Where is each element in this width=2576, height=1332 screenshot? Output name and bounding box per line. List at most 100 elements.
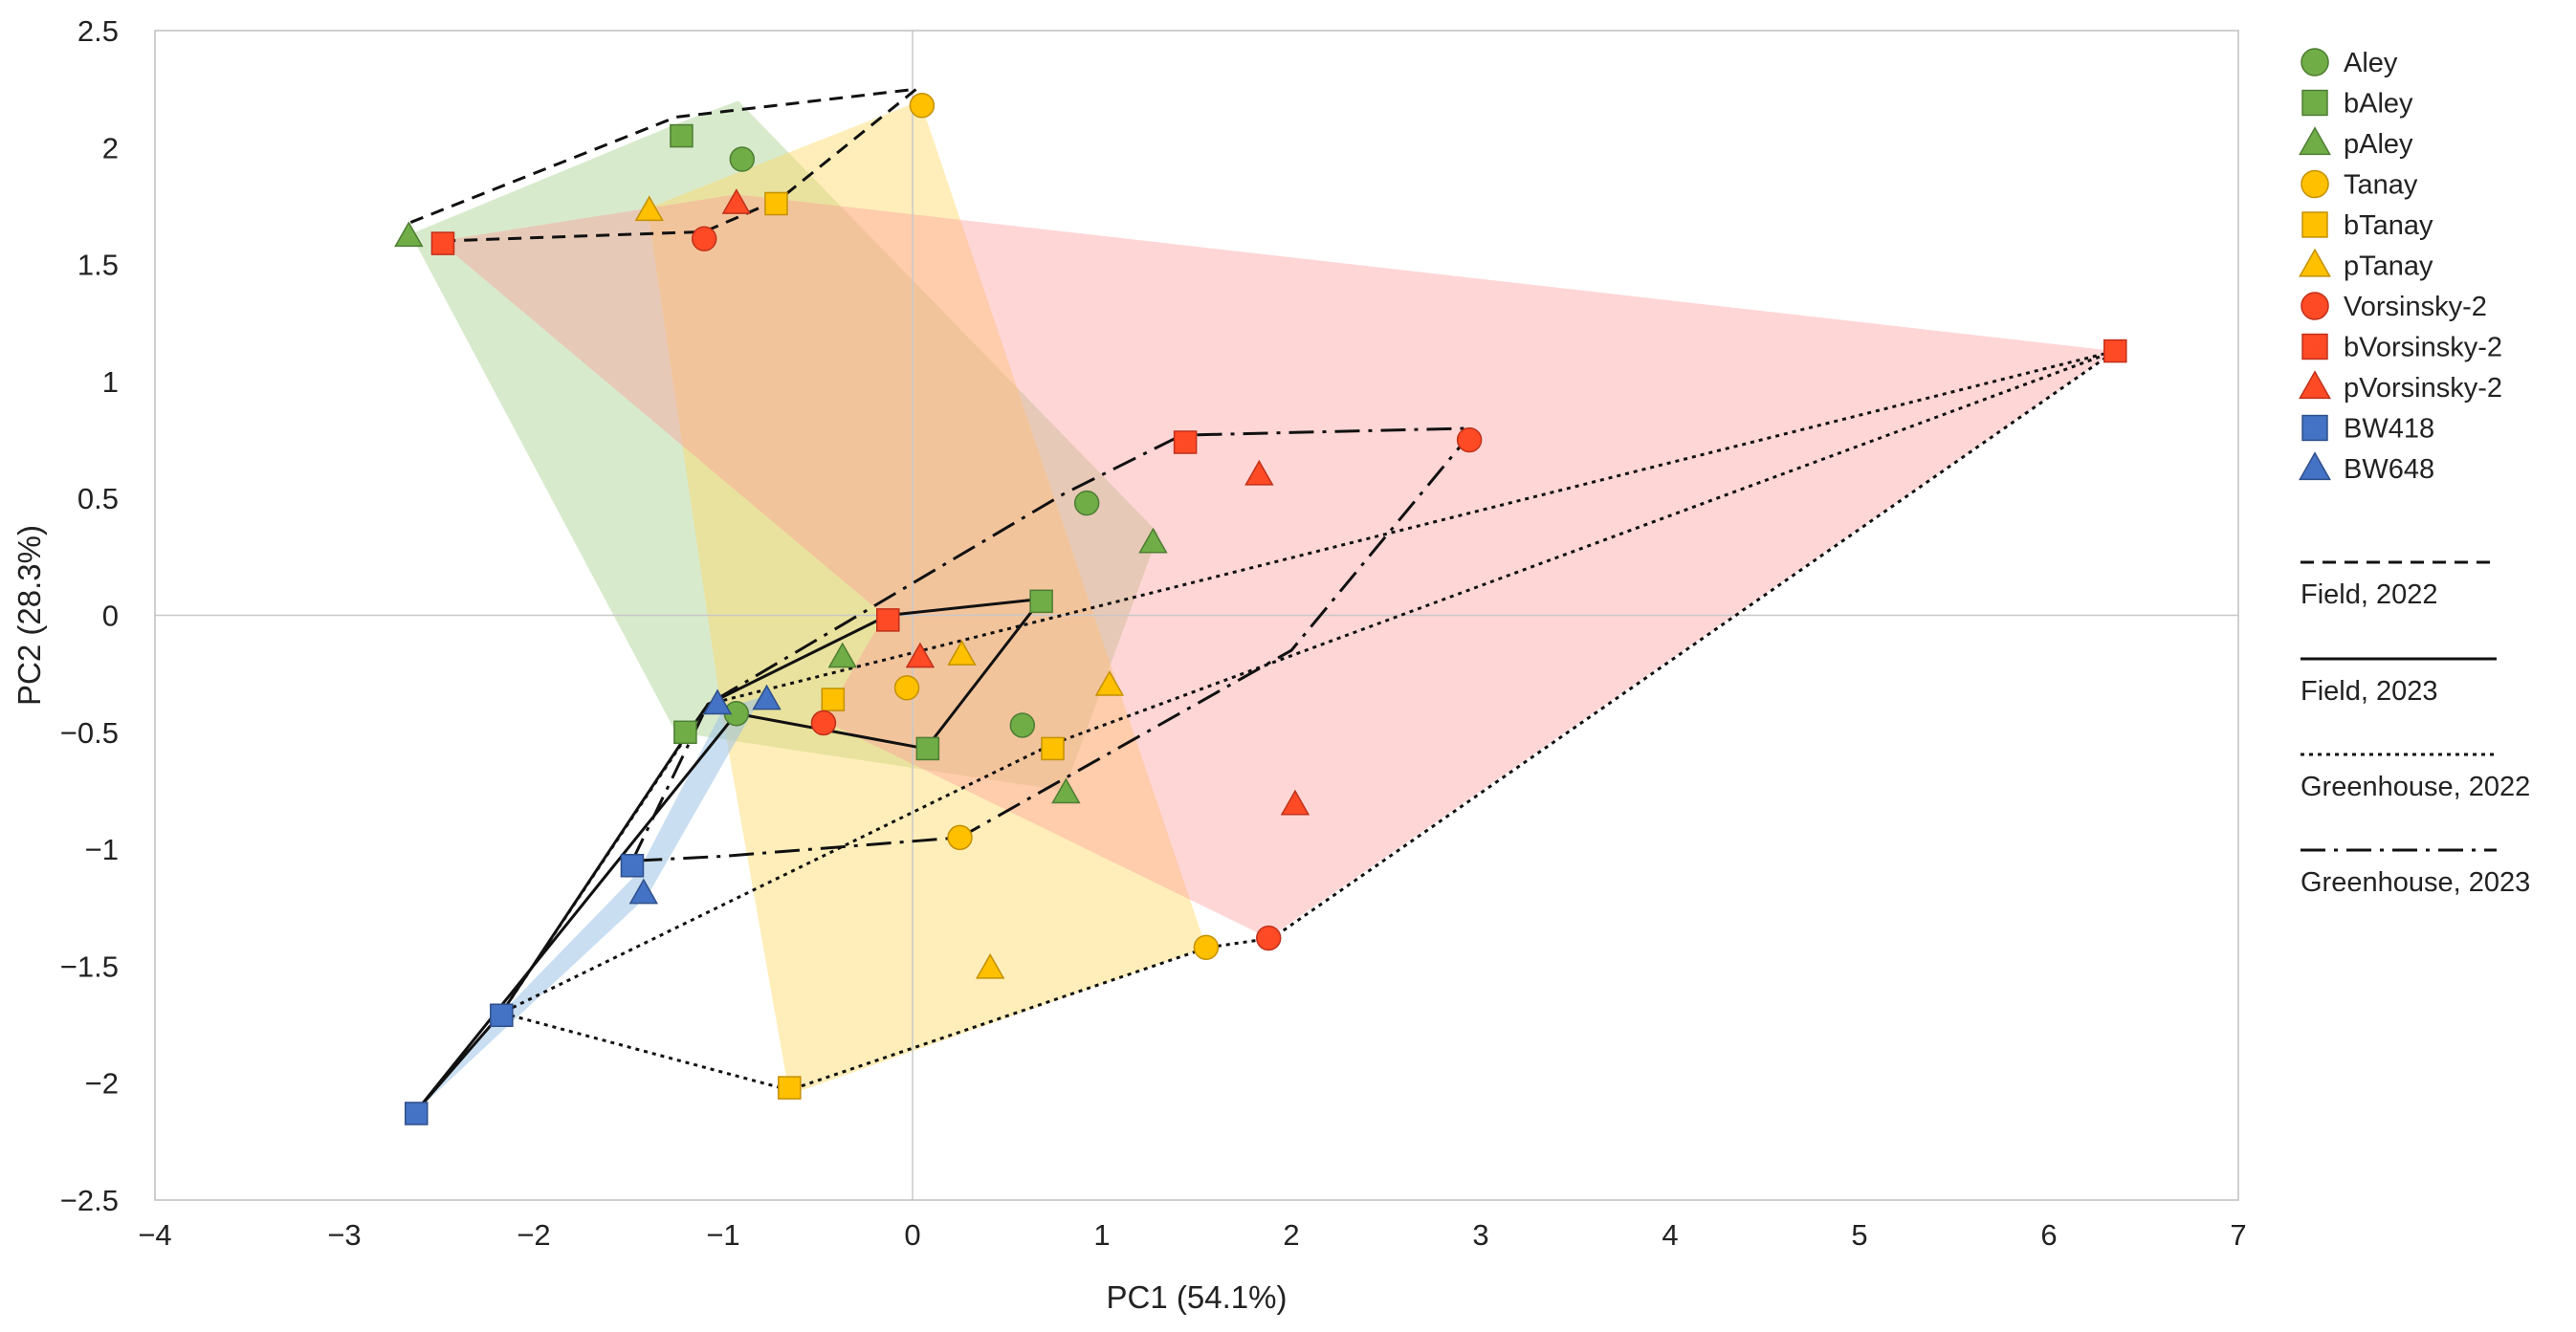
- point-paley-1: [394, 221, 424, 248]
- legend-label-pvorsinsky-2: pVorsinsky-2: [2344, 373, 2502, 404]
- point-btanay-4: [778, 1076, 802, 1100]
- point-tanay-4: [1193, 934, 1220, 961]
- point-tanay-2: [893, 675, 920, 701]
- point-vorsinsky-2-3: [810, 710, 837, 736]
- point-ptanay-2: [947, 640, 977, 666]
- point-paley-3: [827, 642, 857, 668]
- y-tick-label: 2.5: [77, 14, 119, 48]
- y-tick-label: 0.5: [77, 482, 119, 515]
- point-btanay-2: [821, 688, 846, 711]
- line-greenhouse-2022: [499, 349, 2117, 1092]
- legend-line-label-field-2023: Field, 2023: [2301, 676, 2438, 707]
- point-aley-4: [1009, 712, 1036, 738]
- point-bw418-1: [620, 853, 645, 878]
- x-tick-label: 4: [1662, 1218, 1678, 1252]
- point-bvorsinsky-2-4: [875, 608, 900, 632]
- x-tick-label: 6: [2040, 1218, 2057, 1252]
- legend-marker-bw418: [2301, 414, 2328, 442]
- point-baley-1: [670, 123, 694, 148]
- x-tick-label: 1: [1093, 1218, 1110, 1252]
- point-ptanay-4: [975, 952, 1005, 979]
- y-tick-label: −1.5: [60, 950, 119, 983]
- legend-label-paley: pAley: [2344, 129, 2413, 160]
- y-tick-label: 0: [102, 600, 119, 633]
- legend-marker-vorsinsky-2: [2301, 292, 2329, 320]
- point-pvorsinsky-2-1: [721, 188, 752, 214]
- x-tick-label: −3: [327, 1218, 361, 1252]
- legend-line-label-field-2022: Field, 2022: [2301, 579, 2438, 610]
- x-axis-title: PC1 (54.1%): [1107, 1279, 1288, 1315]
- point-bw648-3: [752, 684, 782, 710]
- x-tick-label: 2: [1283, 1218, 1299, 1252]
- point-bw648-2: [702, 688, 733, 715]
- legend-label-bw648: BW648: [2344, 454, 2434, 485]
- legend-label-ptanay: pTanay: [2344, 251, 2433, 282]
- legend-marker-aley: [2301, 48, 2329, 76]
- point-aley-1: [729, 146, 756, 172]
- legend-line-label-greenhouse-2022: Greenhouse, 2022: [2301, 772, 2530, 802]
- y-tick-labels: −2.5 −2 −1.5 −1 −0.5 0 0.5 1 1.5 2 2.5: [60, 14, 119, 1217]
- point-ptanay-1: [634, 195, 664, 222]
- point-bw648-1: [628, 878, 659, 905]
- point-baley-4: [915, 736, 940, 761]
- x-tick-label: 0: [904, 1218, 920, 1252]
- legend: Aley bAley pAley Tanay bTanay pTanay Vorsinsky…: [2299, 48, 2530, 898]
- point-pvorsinsky-2-2: [1244, 459, 1274, 486]
- point-pvorsinsky-2-3: [905, 642, 936, 668]
- y-tick-label: −1: [85, 833, 119, 866]
- y-tick-label: −0.5: [60, 716, 119, 750]
- point-bvorsinsky-2-2: [2103, 338, 2127, 363]
- y-tick-label: 2: [102, 131, 119, 164]
- x-tick-label: −1: [706, 1218, 739, 1252]
- y-axis-title: PC2 (28.3%): [11, 525, 47, 706]
- point-tanay-1: [909, 93, 936, 119]
- legend-marker-paley: [2299, 126, 2331, 156]
- legend-marker-pvorsinsky-2: [2299, 370, 2331, 400]
- y-tick-label: −2: [85, 1067, 119, 1101]
- point-pvorsinsky-2-4: [1280, 789, 1310, 816]
- x-tick-label: 7: [2230, 1218, 2246, 1252]
- blue-hull: [416, 697, 761, 1112]
- legend-label-vorsinsky-2: Vorsinsky-2: [2344, 292, 2487, 322]
- point-bw418-2: [490, 1003, 514, 1028]
- x-tick-label: 3: [1472, 1218, 1488, 1252]
- x-tick-label: −2: [517, 1218, 550, 1252]
- point-vorsinsky-2-1: [691, 226, 717, 251]
- legend-label-baley: bAley: [2344, 89, 2413, 120]
- point-btanay-1: [764, 191, 788, 216]
- point-btanay-3: [1041, 736, 1065, 761]
- legend-label-btanay: bTanay: [2344, 210, 2433, 241]
- legend-marker-bvorsinsky-2: [2301, 333, 2328, 360]
- point-ptanay-3: [1094, 669, 1125, 696]
- red-hull: [439, 194, 2116, 939]
- legend-label-bw418: BW418: [2344, 414, 2434, 445]
- data-points: [394, 93, 2127, 1125]
- point-paley-2: [1138, 527, 1168, 554]
- point-baley-3: [673, 720, 697, 745]
- point-paley-4: [1051, 777, 1081, 804]
- legend-marker-baley: [2301, 89, 2328, 117]
- legend-marker-bw648: [2299, 451, 2331, 481]
- point-tanay-3: [947, 824, 973, 851]
- point-vorsinsky-2-4: [1256, 925, 1282, 951]
- point-bvorsinsky-2-1: [430, 231, 455, 255]
- point-bw418-3: [404, 1102, 429, 1125]
- point-baley-2: [1029, 589, 1053, 614]
- zero-lines: [155, 31, 2238, 1200]
- legend-label-bvorsinsky-2: bVorsinsky-2: [2344, 333, 2502, 363]
- legend-marker-btanay: [2301, 211, 2328, 238]
- legend-label-aley: Aley: [2344, 48, 2398, 78]
- legend-marker-tanay: [2301, 169, 2329, 199]
- y-tick-label: 1: [102, 365, 119, 399]
- x-tick-labels: −4 −3 −2 −1 0 1 2 3 4 5 6 7: [138, 1218, 2246, 1252]
- point-vorsinsky-2-2: [1456, 426, 1483, 453]
- legend-line-label-greenhouse-2023: Greenhouse, 2023: [2301, 867, 2530, 898]
- plot-area-frame: [154, 30, 2239, 1201]
- y-tick-label: 1.5: [77, 249, 119, 282]
- green-hull: [410, 100, 1159, 791]
- hull-layer: [410, 100, 2116, 1112]
- point-aley-2: [1073, 490, 1100, 516]
- y-tick-label: −2.5: [60, 1184, 119, 1217]
